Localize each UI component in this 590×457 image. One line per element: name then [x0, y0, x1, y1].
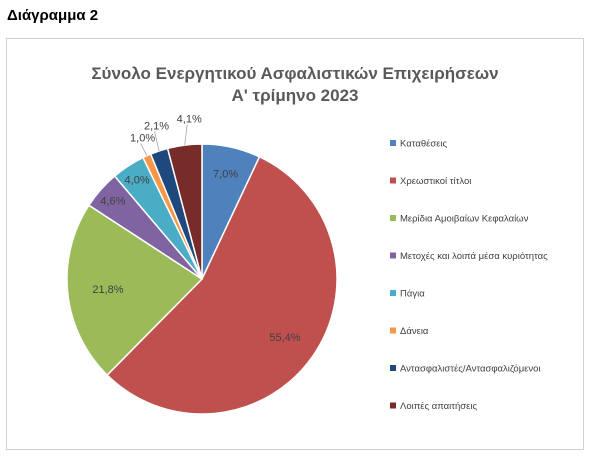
legend-swatch-7	[390, 365, 396, 371]
pie-slices	[66, 143, 338, 415]
legend-label-4: Μετοχές και λοιπά μέσα κυριότητας	[400, 251, 548, 262]
chart-subtitle: Α' τρίμηνο 2023	[231, 86, 358, 105]
data-labels: 7,0% 55,4% 21,8% 4,6%4,0% 1,0%2,1% 4,1%	[92, 113, 300, 344]
pie-slice-8	[166, 143, 203, 280]
leader-line-7	[154, 131, 160, 152]
pie-slice-3	[66, 204, 204, 377]
legend-swatch-3	[390, 215, 396, 221]
data-label-5: 4,0%	[125, 175, 150, 187]
data-label-4: 4,6%	[100, 195, 125, 207]
legend-swatch-1	[390, 140, 396, 146]
data-label-1: 7,0%	[213, 169, 238, 181]
legend-label-8: Λοιπές απαιτήσεις	[400, 401, 478, 412]
chart-title: Σύνολο Ενεργητικού Ασφαλιστικών Επιχειρή…	[91, 64, 498, 83]
legend-label-7: Αντασφαλιστές/Αντασφαλιζόμενοι	[400, 364, 541, 375]
legend-swatch-6	[390, 327, 396, 334]
data-label-7: 2,1%	[144, 120, 169, 132]
legend-swatch-8	[390, 402, 396, 409]
legend-label-6: Δάνεια	[400, 326, 429, 337]
leader-line-8	[184, 124, 188, 146]
legend-swatch-2	[390, 177, 396, 184]
legend: Καταθέσεις Χρεωστικοί τίτλοι Μερίδια Αμοιβ…	[390, 139, 548, 412]
data-label-6: 1,0%	[130, 132, 155, 144]
pie-slice-2	[106, 155, 338, 415]
data-label-2: 55,4%	[269, 332, 300, 344]
legend-swatch-4	[390, 252, 396, 259]
legend-swatch-5	[390, 290, 396, 296]
legend-label-2: Χρεωστικοί τίτλοι	[400, 176, 471, 187]
legend-label-5: Πάγια	[400, 289, 425, 300]
figure-heading: Διάγραμμα 2	[7, 7, 99, 24]
data-label-8: 4,1%	[177, 113, 202, 125]
legend-label-1: Καταθέσεις	[400, 139, 448, 150]
leader-lines	[140, 124, 188, 156]
data-label-3: 21,8%	[92, 284, 123, 296]
leader-line-6	[140, 143, 148, 156]
legend-label-3: Μερίδια Αμοιβαίων Κεφαλαίων	[400, 214, 529, 225]
